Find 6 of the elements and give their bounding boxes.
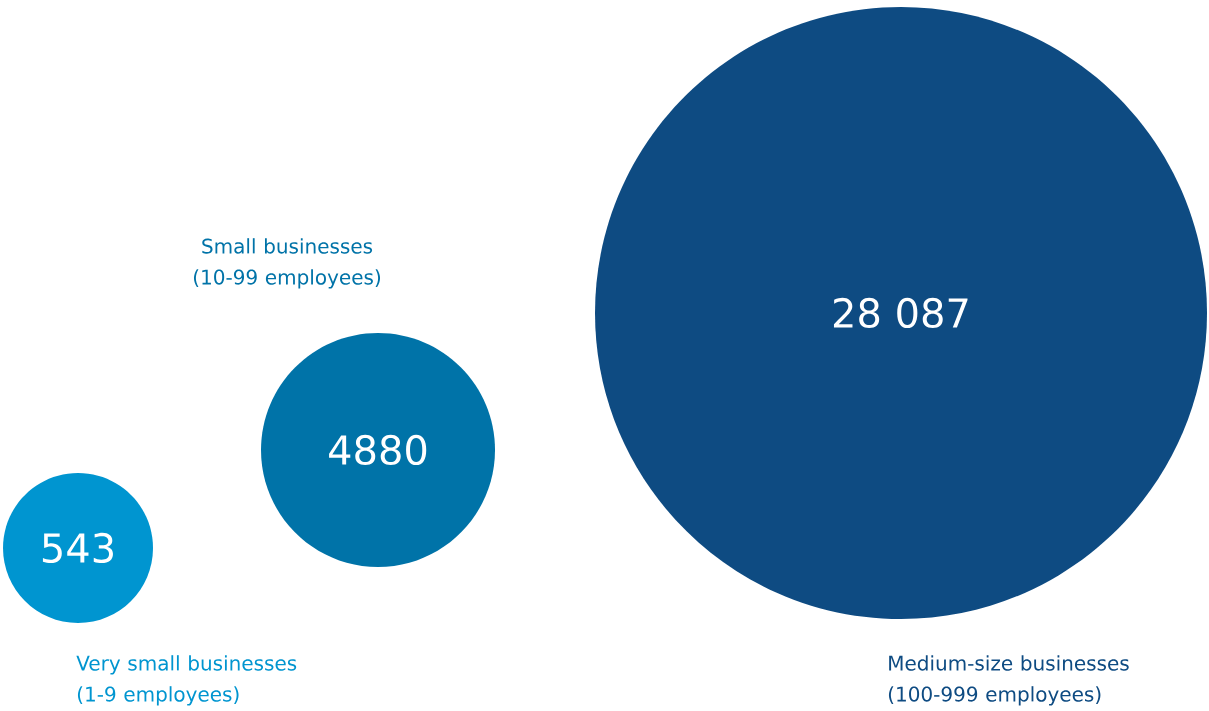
data-label: 543 — [42, 532, 113, 564]
category-label: Very small businesses (1-9 employees) — [76, 655, 297, 706]
category-label: Small businesses (10-99 employees) — [193, 238, 381, 289]
data-label: 28 087 — [833, 297, 968, 329]
category-label: Medium-size businesses (100-999 employees) — [888, 655, 1129, 706]
data-label: 4880 — [329, 434, 427, 466]
